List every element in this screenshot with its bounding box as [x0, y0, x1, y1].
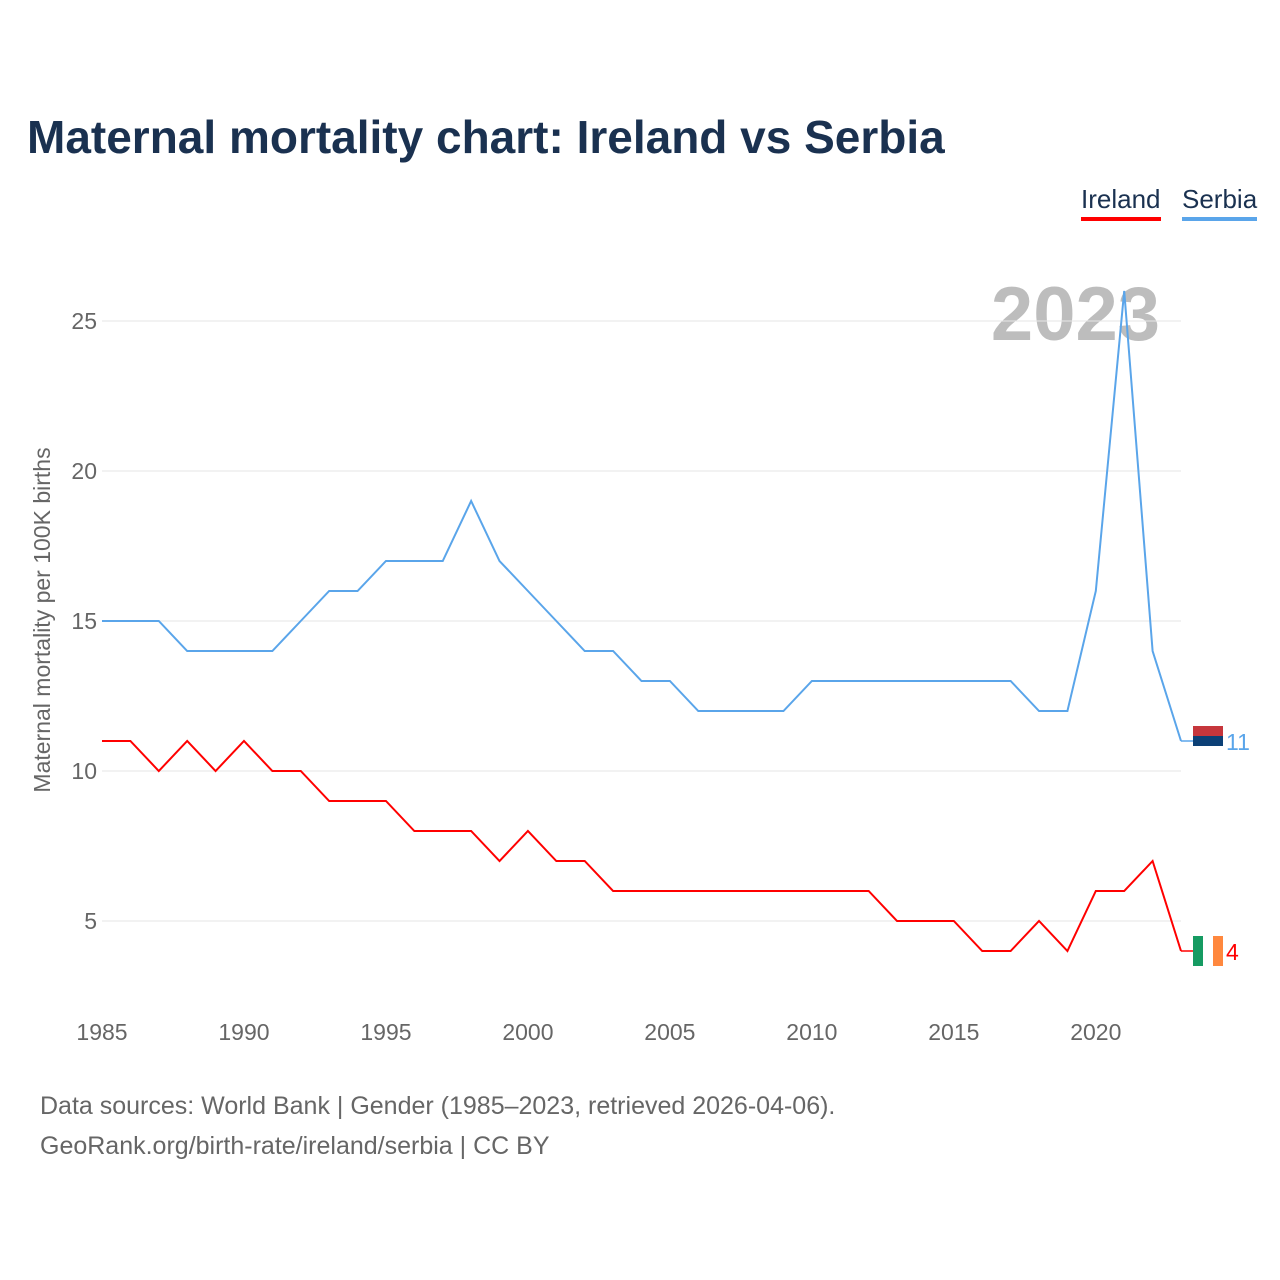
y-axis-label: Maternal mortality per 100K births	[29, 447, 55, 792]
y-tick-label: 5	[84, 908, 97, 934]
end-value-label: 4	[1226, 939, 1239, 965]
year-watermark: 2023	[991, 272, 1160, 357]
end-value-label: 11	[1226, 729, 1250, 755]
x-tick-label: 1985	[76, 1019, 127, 1045]
source-link[interactable]: GeoRank.org/birth-rate/ireland/serbia | …	[40, 1132, 550, 1160]
x-tick-label: 2005	[644, 1019, 695, 1045]
data-source-note: Data sources: World Bank | Gender (1985–…	[40, 1092, 836, 1120]
flag-serbia-icon	[1193, 736, 1223, 746]
flag-ireland-icon	[1203, 936, 1213, 966]
x-tick-label: 2010	[786, 1019, 837, 1045]
series-line-ireland	[102, 739, 1182, 953]
series-line-serbia	[102, 290, 1182, 742]
x-tick-label: 2020	[1070, 1019, 1121, 1045]
y-tick-label: 15	[71, 608, 97, 634]
footer: Data sources: World Bank | Gender (1985–…	[40, 1086, 835, 1166]
y-tick-label: 25	[71, 308, 97, 334]
flag-ireland-icon	[1213, 936, 1223, 966]
y-tick-label: 10	[71, 758, 97, 784]
flag-serbia-icon	[1193, 726, 1223, 736]
x-tick-label: 2015	[928, 1019, 979, 1045]
x-tick-label: 1995	[360, 1019, 411, 1045]
x-tick-label: 1990	[218, 1019, 269, 1045]
flag-ireland-icon	[1193, 936, 1203, 966]
x-tick-label: 2000	[502, 1019, 553, 1045]
chart-title: Maternal mortality chart: Ireland vs Ser…	[27, 111, 945, 163]
flag-serbia-icon	[1193, 746, 1223, 756]
y-tick-label: 20	[71, 458, 97, 484]
legend-ireland[interactable]: Ireland	[1081, 184, 1161, 221]
legend-serbia[interactable]: Serbia	[1182, 184, 1258, 221]
